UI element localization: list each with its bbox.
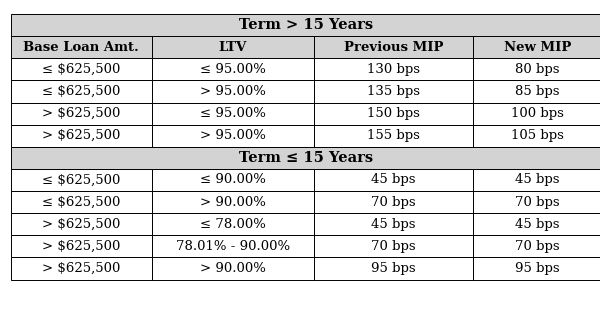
FancyBboxPatch shape [11, 14, 600, 36]
FancyBboxPatch shape [314, 80, 473, 103]
Text: 45 bps: 45 bps [371, 174, 416, 187]
FancyBboxPatch shape [473, 58, 600, 80]
FancyBboxPatch shape [314, 103, 473, 125]
Text: ≤ $625,500: ≤ $625,500 [42, 85, 121, 98]
FancyBboxPatch shape [11, 258, 152, 280]
Text: ≤ 78.00%: ≤ 78.00% [200, 218, 266, 231]
FancyBboxPatch shape [11, 58, 152, 80]
Text: 150 bps: 150 bps [367, 107, 420, 120]
Text: 45 bps: 45 bps [515, 174, 560, 187]
Text: ≤ 95.00%: ≤ 95.00% [200, 107, 266, 120]
Text: ≤ $625,500: ≤ $625,500 [42, 174, 121, 187]
FancyBboxPatch shape [152, 191, 314, 213]
Text: Term ≤ 15 Years: Term ≤ 15 Years [239, 151, 373, 165]
FancyBboxPatch shape [473, 235, 600, 258]
Text: Previous MIP: Previous MIP [344, 41, 443, 54]
FancyBboxPatch shape [473, 169, 600, 191]
FancyBboxPatch shape [314, 58, 473, 80]
Text: Base Loan Amt.: Base Loan Amt. [23, 41, 139, 54]
Text: 100 bps: 100 bps [511, 107, 564, 120]
FancyBboxPatch shape [314, 235, 473, 258]
FancyBboxPatch shape [314, 125, 473, 147]
FancyBboxPatch shape [473, 125, 600, 147]
FancyBboxPatch shape [473, 103, 600, 125]
Text: 155 bps: 155 bps [367, 129, 420, 142]
Text: 78.01% - 90.00%: 78.01% - 90.00% [176, 240, 290, 253]
FancyBboxPatch shape [152, 258, 314, 280]
Text: 85 bps: 85 bps [515, 85, 560, 98]
Text: Term > 15 Years: Term > 15 Years [239, 18, 373, 32]
FancyBboxPatch shape [152, 169, 314, 191]
FancyBboxPatch shape [11, 125, 152, 147]
Text: > $625,500: > $625,500 [42, 129, 121, 142]
Text: > 90.00%: > 90.00% [200, 196, 266, 209]
FancyBboxPatch shape [152, 213, 314, 235]
Text: > 95.00%: > 95.00% [200, 129, 266, 142]
FancyBboxPatch shape [314, 258, 473, 280]
Text: 135 bps: 135 bps [367, 85, 420, 98]
FancyBboxPatch shape [314, 191, 473, 213]
FancyBboxPatch shape [152, 80, 314, 103]
FancyBboxPatch shape [152, 103, 314, 125]
FancyBboxPatch shape [11, 103, 152, 125]
FancyBboxPatch shape [11, 147, 600, 169]
FancyBboxPatch shape [11, 235, 152, 258]
FancyBboxPatch shape [473, 213, 600, 235]
FancyBboxPatch shape [152, 58, 314, 80]
Text: 45 bps: 45 bps [515, 218, 560, 231]
Text: ≤ $625,500: ≤ $625,500 [42, 196, 121, 209]
FancyBboxPatch shape [314, 36, 473, 58]
FancyBboxPatch shape [11, 213, 152, 235]
Text: ≤ $625,500: ≤ $625,500 [42, 63, 121, 76]
FancyBboxPatch shape [473, 191, 600, 213]
FancyBboxPatch shape [473, 258, 600, 280]
Text: > $625,500: > $625,500 [42, 240, 121, 253]
Text: > 90.00%: > 90.00% [200, 262, 266, 275]
Text: 70 bps: 70 bps [515, 196, 560, 209]
Text: 105 bps: 105 bps [511, 129, 564, 142]
Text: > $625,500: > $625,500 [42, 262, 121, 275]
Text: New MIP: New MIP [503, 41, 571, 54]
FancyBboxPatch shape [11, 191, 152, 213]
Text: 45 bps: 45 bps [371, 218, 416, 231]
Text: 70 bps: 70 bps [371, 240, 416, 253]
FancyBboxPatch shape [152, 125, 314, 147]
FancyBboxPatch shape [11, 36, 152, 58]
Text: 70 bps: 70 bps [515, 240, 560, 253]
Text: 80 bps: 80 bps [515, 63, 560, 76]
Text: LTV: LTV [218, 41, 247, 54]
Text: 95 bps: 95 bps [371, 262, 416, 275]
FancyBboxPatch shape [152, 36, 314, 58]
Text: ≤ 90.00%: ≤ 90.00% [200, 174, 266, 187]
FancyBboxPatch shape [314, 169, 473, 191]
Text: 70 bps: 70 bps [371, 196, 416, 209]
FancyBboxPatch shape [314, 213, 473, 235]
FancyBboxPatch shape [11, 80, 152, 103]
FancyBboxPatch shape [473, 80, 600, 103]
Text: > 95.00%: > 95.00% [200, 85, 266, 98]
FancyBboxPatch shape [11, 169, 152, 191]
Text: 95 bps: 95 bps [515, 262, 560, 275]
Text: 130 bps: 130 bps [367, 63, 420, 76]
Text: ≤ 95.00%: ≤ 95.00% [200, 63, 266, 76]
FancyBboxPatch shape [152, 235, 314, 258]
Text: > $625,500: > $625,500 [42, 218, 121, 231]
Text: > $625,500: > $625,500 [42, 107, 121, 120]
FancyBboxPatch shape [473, 36, 600, 58]
